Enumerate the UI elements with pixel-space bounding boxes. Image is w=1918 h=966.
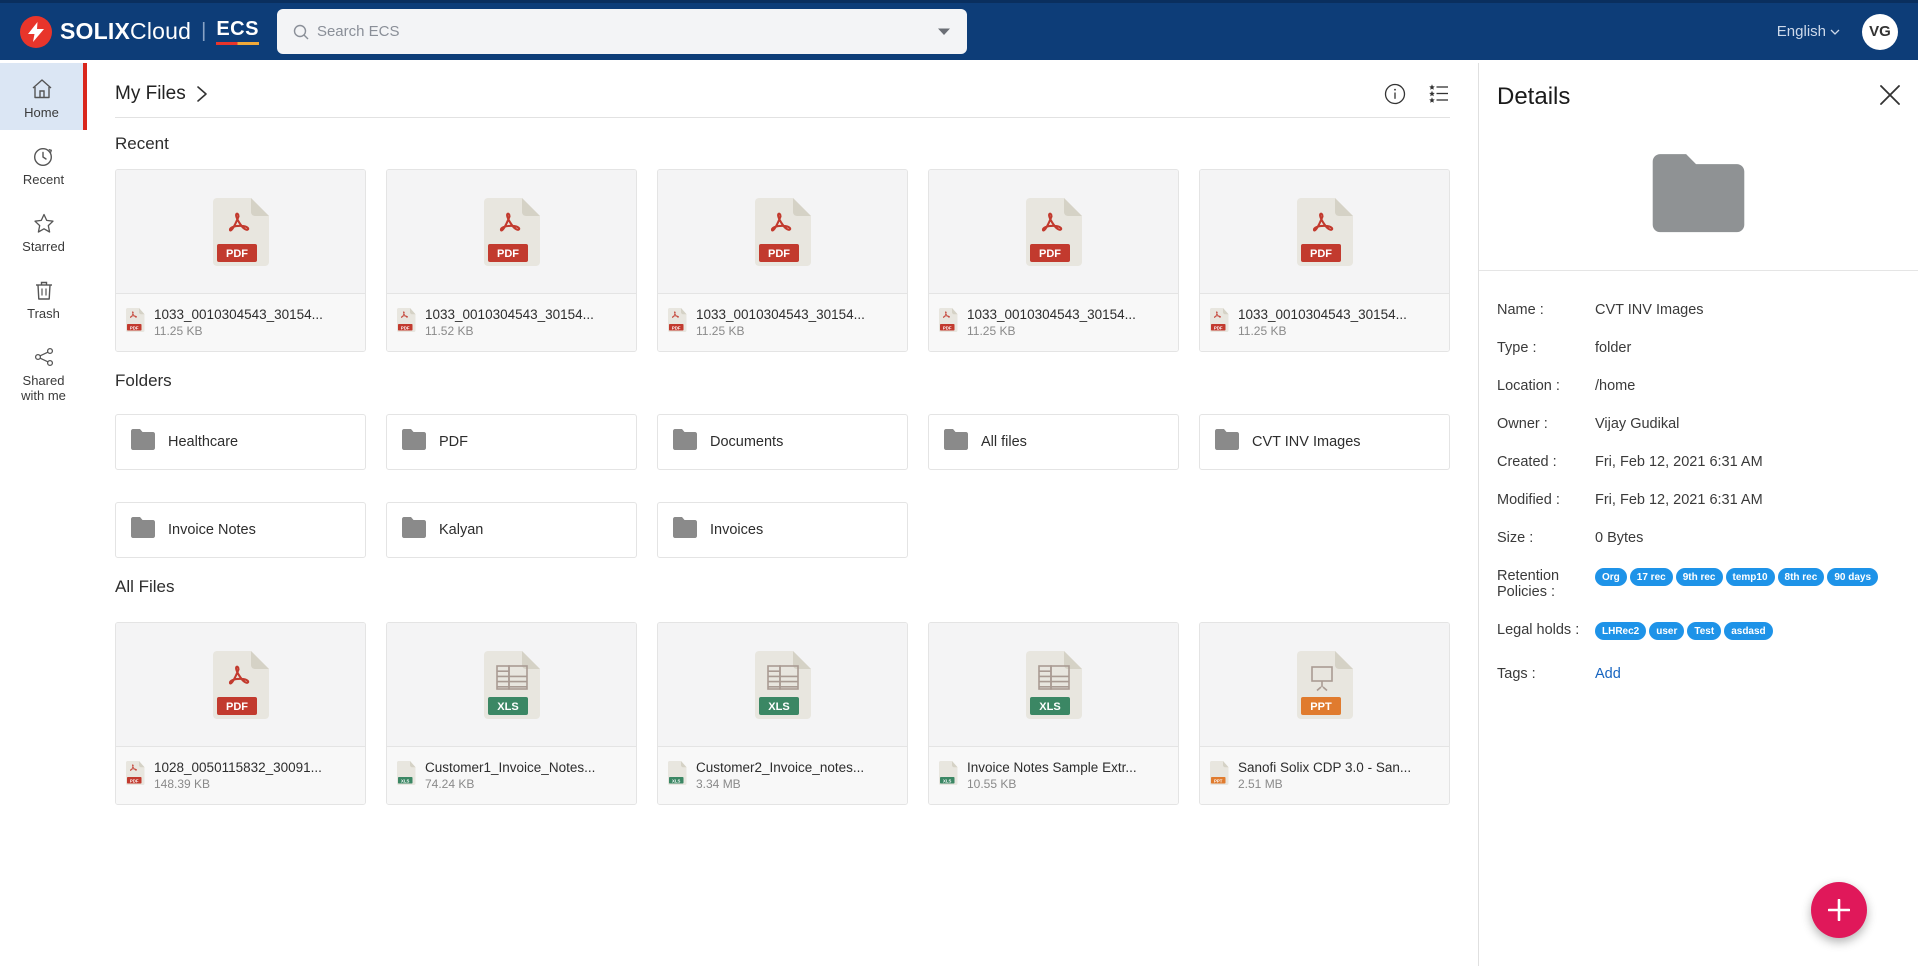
svg-text:XLS: XLS	[401, 778, 409, 783]
svg-text:PDF: PDF	[1039, 248, 1061, 260]
svg-text:PDF: PDF	[672, 325, 681, 330]
svg-text:XLS: XLS	[672, 778, 680, 783]
svg-text:XLS: XLS	[943, 778, 951, 783]
svg-text:PDF: PDF	[226, 701, 248, 713]
svg-text:PDF: PDF	[130, 778, 139, 783]
svg-text:XLS: XLS	[768, 701, 789, 713]
svg-text:PDF: PDF	[130, 325, 139, 330]
svg-text:PPT: PPT	[1214, 778, 1223, 783]
svg-text:PPT: PPT	[1310, 701, 1332, 713]
svg-text:PDF: PDF	[401, 325, 410, 330]
svg-text:PDF: PDF	[1310, 248, 1332, 260]
svg-text:XLS: XLS	[1039, 701, 1060, 713]
svg-text:XLS: XLS	[497, 701, 518, 713]
svg-text:PDF: PDF	[497, 248, 519, 260]
svg-text:PDF: PDF	[768, 248, 790, 260]
svg-text:PDF: PDF	[226, 248, 248, 260]
svg-text:PDF: PDF	[1214, 325, 1223, 330]
svg-text:PDF: PDF	[943, 325, 952, 330]
